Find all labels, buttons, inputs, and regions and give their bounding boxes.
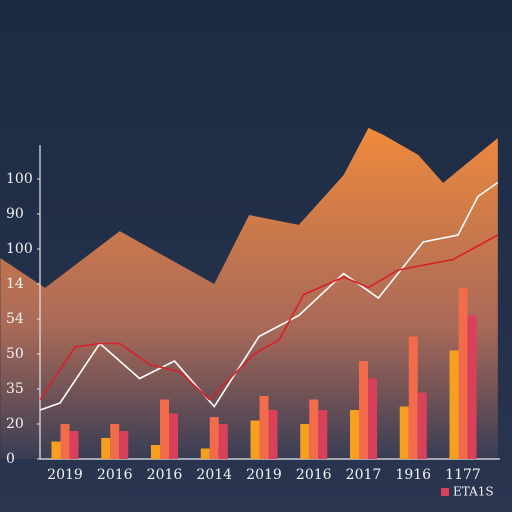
y-tick-label: 0 <box>6 451 15 467</box>
bar <box>69 431 79 459</box>
bar <box>151 445 160 459</box>
bar <box>101 438 111 459</box>
x-tick-label: 1177 <box>445 467 481 483</box>
line <box>39 181 499 411</box>
y-tick-label: 50 <box>6 346 24 362</box>
bar <box>417 392 427 459</box>
x-tick-label: 2014 <box>196 467 232 483</box>
y-tick-label: 54 <box>6 311 24 327</box>
x-tick-label: 2016 <box>296 467 332 483</box>
bar <box>110 424 120 459</box>
y-tick-label: 100 <box>6 171 33 187</box>
bar <box>399 406 409 459</box>
y-tick-label: 100 <box>6 241 33 257</box>
bar <box>119 431 129 459</box>
bar <box>300 424 310 459</box>
bar <box>368 378 377 459</box>
bar <box>169 413 178 459</box>
bar <box>160 399 169 459</box>
area <box>0 127 498 460</box>
y-tick-label: 20 <box>6 416 24 432</box>
bar <box>359 361 368 459</box>
x-tick-label: 2016 <box>97 467 133 483</box>
legend-swatch <box>441 488 449 496</box>
y-tick-label: 14 <box>6 276 24 292</box>
bar <box>51 441 61 459</box>
y-tick-label: 90 <box>6 206 24 222</box>
bar <box>200 448 210 459</box>
bar <box>467 315 477 459</box>
bar <box>259 396 269 459</box>
y-tick-label: 35 <box>6 381 24 397</box>
bar <box>250 420 260 459</box>
bar <box>449 350 459 459</box>
bar <box>218 424 228 459</box>
bar <box>318 410 328 459</box>
line <box>39 234 499 401</box>
x-tick-label: 2019 <box>246 467 282 483</box>
x-tick-label: 1916 <box>395 467 431 483</box>
bar <box>350 410 359 459</box>
bar <box>60 424 70 459</box>
x-tick-label: 2016 <box>147 467 183 483</box>
x-tick-label: 2017 <box>346 467 382 483</box>
bar <box>209 417 219 459</box>
bar <box>309 399 319 459</box>
bar <box>268 410 278 459</box>
bar <box>458 287 468 459</box>
x-tick-label: 2019 <box>47 467 83 483</box>
legend-label: ETA1S <box>453 485 494 499</box>
bar <box>408 336 418 459</box>
